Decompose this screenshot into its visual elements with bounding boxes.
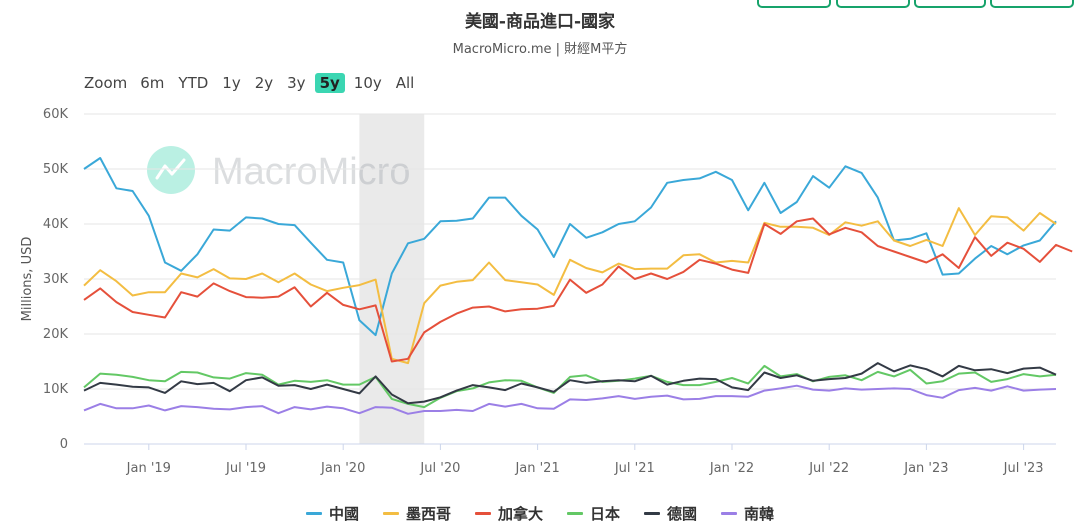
line-chart: MacroMicro 0 10K 20K 30K 40K 50K 60K Jan '19 Ju… [20, 107, 1073, 476]
x-tick-label: Jan '20 [320, 461, 365, 476]
chart-legend: 中國 墨西哥 加拿大 日本 德國 南韓 [0, 503, 1080, 524]
range-button-10y[interactable]: 10y [353, 74, 382, 92]
y-tick-label: 60K [43, 107, 69, 122]
zoom-label: Zoom [84, 74, 128, 92]
y-tick-label: 10K [43, 382, 69, 397]
series-line-3[interactable] [83, 217, 1073, 363]
legend-item-3[interactable]: 加拿大 [474, 503, 543, 524]
range-selector: Zoom 6m YTD 1y 2y 3y 5y 10y All [84, 73, 423, 93]
y-tick-label: 50K [43, 162, 69, 177]
legend-label: 南韓 [744, 505, 775, 523]
x-tick-label: Jul '23 [1003, 461, 1044, 476]
x-tick-label: Jan '19 [126, 461, 171, 476]
chart-title: 美國-商品進口-國家 [464, 12, 616, 32]
range-button-6m[interactable]: 6m [140, 74, 165, 92]
top-toolbar-button[interactable] [757, 0, 831, 8]
top-toolbar-button[interactable] [836, 0, 910, 8]
range-button-5y[interactable]: 5y [314, 73, 345, 93]
legend-label: 中國 [328, 505, 359, 523]
legend-item-6[interactable]: 南韓 [721, 503, 774, 524]
y-tick-label: 20K [43, 327, 69, 342]
range-button-1y[interactable]: 1y [222, 74, 241, 92]
watermark-text: MacroMicro [212, 151, 410, 193]
legend-swatch [382, 512, 399, 515]
legend-item-2[interactable]: 墨西哥 [382, 503, 451, 524]
x-tick-label: Jul '22 [808, 461, 849, 476]
legend-swatch [567, 512, 583, 515]
legend-label: 德國 [667, 505, 698, 523]
range-button-3y[interactable]: 3y [287, 74, 306, 92]
legend-label: 墨西哥 [405, 505, 451, 523]
x-tick-label: Jan '21 [514, 461, 559, 476]
legend-item-5[interactable]: 德國 [644, 503, 697, 524]
legend-swatch [305, 512, 322, 515]
series-line-6[interactable] [83, 384, 1057, 415]
x-tick-label: Jan '23 [903, 461, 948, 476]
watermark-logo-icon-stroke [155, 158, 186, 180]
y-tick-label: 30K [43, 272, 69, 287]
range-button-all[interactable]: All [395, 74, 415, 92]
legend-swatch [721, 512, 738, 515]
chart-subtitle: MacroMicro.me | 財經M平方 [452, 42, 628, 57]
watermark-logo-icon [147, 146, 195, 194]
series-line-2[interactable] [83, 207, 1057, 365]
legend-swatch [644, 512, 661, 515]
series-line-5[interactable] [83, 362, 1057, 405]
legend-swatch [474, 512, 491, 515]
legend-label: 日本 [590, 505, 621, 523]
x-tick-label: Jul '20 [419, 461, 460, 476]
top-toolbar-button[interactable] [914, 0, 986, 8]
y-tick-label: 0 [60, 437, 68, 452]
top-toolbar-button[interactable] [990, 0, 1074, 8]
legend-label: 加拿大 [497, 505, 543, 523]
series-line-4[interactable] [83, 364, 1057, 409]
watermark: MacroMicro [147, 146, 410, 194]
legend-item-4[interactable]: 日本 [567, 503, 620, 524]
range-button-2y[interactable]: 2y [254, 74, 274, 92]
y-tick-label: 40K [43, 217, 69, 232]
y-axis-label: Millions, USD [20, 237, 35, 322]
legend-item-1[interactable]: 中國 [305, 503, 359, 524]
x-tick-label: Jan '22 [709, 461, 754, 476]
x-tick-label: Jul '21 [614, 461, 655, 476]
x-tick-label: Jul '19 [225, 461, 266, 476]
range-button-ytd[interactable]: YTD [178, 74, 209, 92]
